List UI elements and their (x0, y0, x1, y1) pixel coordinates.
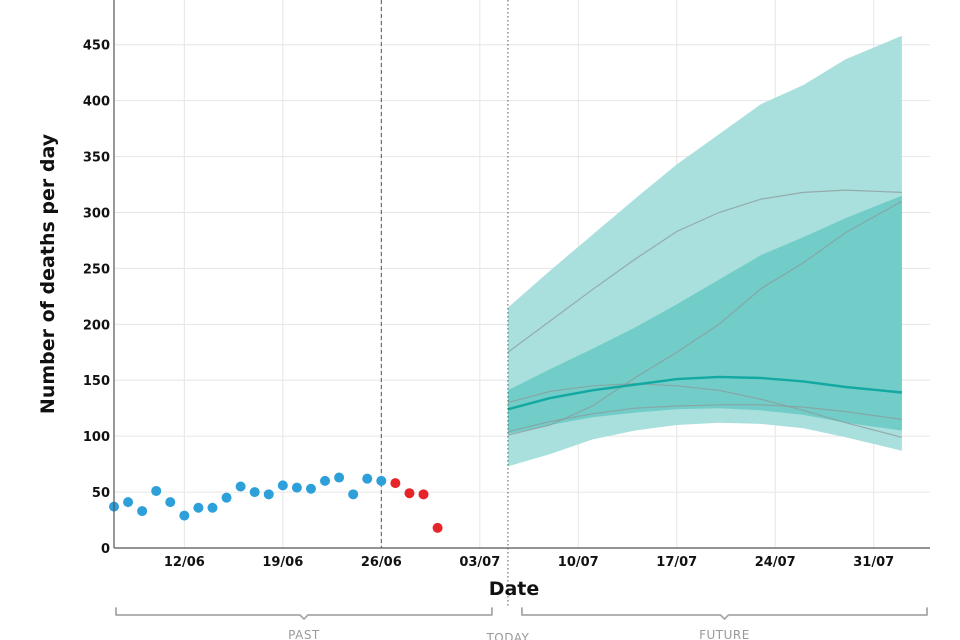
y-tick-label: 50 (92, 486, 110, 501)
observed-points (109, 472, 443, 533)
y-tick-label: 300 (83, 206, 110, 221)
period-brackets: PAST FUTURE TODAY (115, 607, 928, 640)
observed-point (221, 492, 232, 503)
x-tick-label: 19/06 (262, 555, 303, 570)
incomplete-point (418, 489, 429, 500)
observed-point (263, 489, 274, 500)
observed-point (249, 487, 260, 498)
future-period-label: FUTURE (699, 628, 750, 640)
past-period-label: PAST (288, 628, 320, 640)
observed-point (277, 480, 288, 491)
observed-point (165, 497, 176, 508)
observed-point (235, 481, 246, 492)
observed-point (291, 482, 302, 493)
observed-point (334, 472, 345, 483)
y-tick-label: 200 (83, 318, 110, 333)
y-tick-label: 250 (83, 262, 110, 277)
x-tick-label: 31/07 (853, 555, 894, 570)
past-period-bracket (115, 607, 493, 620)
y-axis-title: Number of deaths per day (37, 133, 59, 414)
scenario-line (507, 382, 903, 438)
x-tick-label: 17/07 (656, 555, 697, 570)
x-tick-label: 12/06 (164, 555, 205, 570)
future-period-bracket (521, 607, 928, 620)
observed-point (376, 475, 387, 486)
scenario-line (507, 189, 902, 353)
y-tick-label: 350 (83, 151, 110, 166)
median-line (507, 375, 903, 411)
x-tick-label: 03/07 (459, 555, 500, 570)
reference-lines (380, 0, 509, 606)
observed-point (305, 483, 316, 494)
forecast-bands (507, 35, 902, 467)
y-tick-labels: 0 50 100 150 200 250 300 350 400 450 (83, 39, 110, 557)
observed-point (123, 497, 134, 508)
observed-point (207, 502, 218, 513)
y-tick-label: 100 (83, 430, 110, 445)
scenario-line (507, 404, 902, 433)
observed-point (151, 485, 162, 496)
observed-point (362, 473, 373, 484)
x-tick-label: 24/07 (755, 555, 796, 570)
y-tick-label: 150 (83, 374, 110, 389)
observed-point (348, 489, 359, 500)
today-label: TODAY (485, 631, 529, 640)
x-tick-labels: 12/06 19/06 26/06 03/07 10/07 17/07 24/07 31/07 (164, 555, 894, 570)
x-tick-label: 10/07 (558, 555, 599, 570)
observed-point (137, 506, 148, 517)
y-tick-label: 450 (83, 39, 110, 54)
y-tick-label: 400 (83, 95, 110, 110)
observed-point (320, 475, 331, 486)
inner-prediction-band (507, 195, 902, 434)
observed-point (193, 502, 204, 513)
scenario-line (507, 200, 903, 436)
incomplete-point (404, 488, 415, 499)
axes (113, 0, 930, 549)
x-tick-label: 26/06 (361, 555, 402, 570)
median-forecast (507, 375, 903, 411)
incomplete-point (390, 478, 401, 489)
observed-point (179, 510, 190, 521)
y-tick-label: 0 (101, 542, 110, 557)
scenario-lines (507, 189, 903, 438)
x-axis-title: Date (489, 578, 540, 600)
incomplete-point (432, 522, 443, 533)
